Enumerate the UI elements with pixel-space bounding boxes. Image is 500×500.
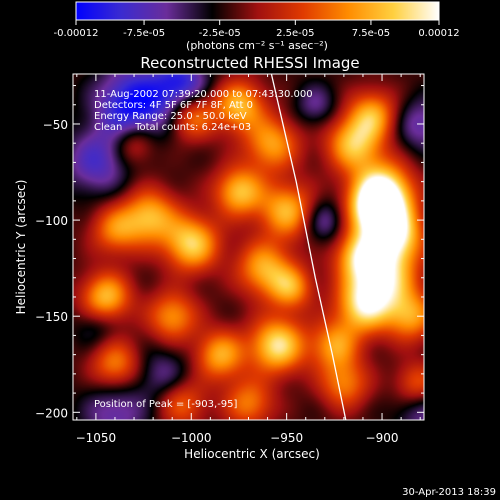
peak-position-label: Position of Peak = [-903,-95]	[94, 399, 238, 410]
colorbar-tick-label: -0.00012	[54, 28, 99, 39]
colorbar-tick-label: 0.00012	[418, 28, 459, 39]
chart-title: Reconstructed RHESSI Image	[140, 54, 359, 72]
annotation-block: 11-Aug-2002 07:39:20.000 to 07:43:30.000…	[94, 89, 313, 133]
colorbar-tick-label: 2.5e-05	[276, 28, 314, 39]
annotation-total-counts: Clean Total counts: 6.24e+03	[94, 122, 251, 133]
annotation-energy-range: Energy Range: 25.0 - 50.0 keV	[94, 111, 247, 122]
annotation-detectors: Detectors: 4F 5F 6F 7F 8F, Att 0	[94, 100, 253, 111]
annotation-time-range: 11-Aug-2002 07:39:20.000 to 07:43:30.000	[94, 89, 313, 100]
x-tick-label: −1050	[76, 431, 117, 445]
colorbar-ticks: -0.00012 -7.5e-05 -2.5e-05 2.5e-05 7.5e-05 0.…	[54, 20, 460, 39]
x-axis-ticks: −1050 −1000 −950 −900	[76, 74, 421, 445]
solar-limb-curve	[270, 74, 347, 420]
x-axis-label: Heliocentric X (arcsec)	[184, 447, 320, 461]
y-tick-label: −100	[35, 214, 68, 228]
colorbar-tick-label: -7.5e-05	[123, 28, 165, 39]
colorbar-tick-label: -2.5e-05	[199, 28, 241, 39]
y-axis-ticks: −50 −100 −150 −200	[35, 85, 424, 420]
y-axis-label: Heliocentric Y (arcsec)	[14, 180, 28, 315]
heatmap-image	[73, 74, 424, 420]
colorbar-unit-label: (photons cm⁻² s⁻¹ asec⁻²)	[186, 39, 328, 52]
y-tick-label: −150	[35, 310, 68, 324]
x-tick-label: −1000	[171, 431, 212, 445]
y-tick-label: −50	[43, 118, 68, 132]
x-tick-label: −950	[270, 431, 303, 445]
x-tick-label: −900	[366, 431, 399, 445]
timestamp: 30-Apr-2013 18:39	[402, 487, 496, 498]
colorbar-tick-label: 7.5e-05	[352, 28, 390, 39]
colorbar-gradient	[75, 1, 440, 21]
y-tick-label: −200	[35, 406, 68, 420]
plot-area	[72, 73, 425, 421]
colorbar: -0.00012 -7.5e-05 -2.5e-05 2.5e-05 7.5e-05 0.…	[54, 1, 460, 52]
